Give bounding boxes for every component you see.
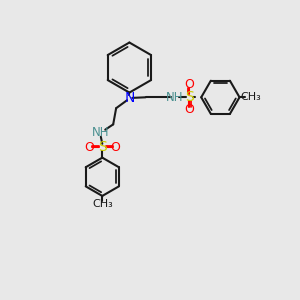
Text: O: O (111, 141, 121, 154)
Text: O: O (84, 141, 94, 154)
Text: S: S (98, 140, 107, 154)
Text: NH: NH (165, 91, 183, 104)
Text: NH: NH (92, 126, 110, 139)
Text: CH₃: CH₃ (240, 92, 261, 102)
Text: N: N (124, 91, 135, 105)
Text: S: S (185, 90, 194, 104)
Text: CH₃: CH₃ (92, 199, 113, 209)
Text: O: O (184, 78, 194, 92)
Text: O: O (184, 103, 194, 116)
